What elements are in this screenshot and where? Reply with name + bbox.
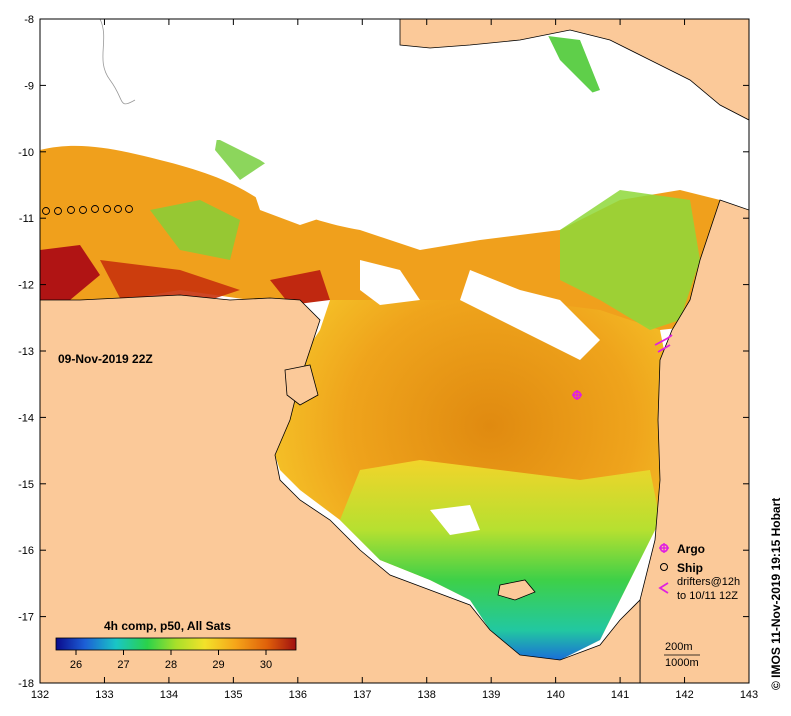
ship-marker	[103, 205, 111, 213]
sst-green-patch-east	[560, 190, 700, 330]
argo-legend-icon	[659, 543, 669, 553]
x-tick-label: 132	[31, 689, 49, 701]
drifter-legend-line2: to 10/11 12Z	[677, 590, 738, 602]
map-content	[40, 19, 749, 683]
colorbar-tick-label: 29	[212, 659, 224, 671]
cloud-central	[360, 260, 420, 305]
land-new-guinea	[399, 19, 749, 121]
sst-hot-west-coast	[100, 260, 240, 300]
ship-marker	[91, 205, 99, 213]
y-axis: -8 -9 -10 -11 -12 -13 -14 -15 -16 -17 -18	[18, 14, 749, 690]
sst-southern-cool	[340, 460, 660, 660]
land-island-south	[497, 579, 536, 601]
y-tick-label: -8	[24, 14, 34, 26]
isobath-200-label: 200m	[665, 641, 693, 653]
colorbar-tick-label: 27	[117, 659, 129, 671]
credit-label: © IMOS 11-Nov-2019 19:15 Hobart	[769, 498, 783, 690]
colorbar-tick-label: 26	[70, 659, 82, 671]
x-tick-label: 142	[675, 689, 693, 701]
land-arnhem	[40, 294, 641, 683]
x-tick-label: 138	[418, 689, 436, 701]
ship-marker	[42, 207, 50, 215]
ship-marker	[54, 207, 62, 215]
y-tick-label: -10	[18, 147, 34, 159]
cloud-south	[430, 505, 480, 535]
ship-marker	[114, 205, 122, 213]
x-tick-label: 143	[740, 689, 758, 701]
sst-hot-islands	[270, 270, 330, 305]
y-tick-label: -9	[24, 80, 34, 92]
drifter-legend-icon	[658, 582, 669, 594]
x-tick-label: 136	[289, 689, 307, 701]
ship-marker	[125, 205, 133, 213]
land-cape-york	[639, 199, 749, 683]
y-tick-label: -13	[18, 346, 34, 358]
ship-marker	[79, 206, 87, 214]
y-tick-label: -12	[18, 280, 34, 292]
drifter-tracks	[654, 334, 673, 353]
x-tick-label: 141	[611, 689, 629, 701]
ship-track	[42, 205, 133, 215]
x-axis: 132 133 134 135 136 137 138 139 140 141 142 143	[31, 19, 758, 701]
x-tick-label: 134	[160, 689, 178, 701]
cloud-north	[40, 19, 749, 240]
colorbar-gradient	[55, 637, 297, 651]
ship-legend-icon	[660, 563, 668, 571]
sst-green-patch-west	[150, 200, 240, 260]
x-tick-label: 137	[353, 689, 371, 701]
ship-legend-label: Ship	[677, 561, 703, 575]
coastline-timor	[99, 19, 136, 105]
land-island-west	[284, 364, 319, 406]
colorbar: 4h comp, p50, All Sats 26 27 28 29 30	[55, 619, 297, 671]
isobath-1000-label: 1000m	[665, 657, 699, 669]
y-tick-label: -11	[19, 213, 34, 225]
cloud-small	[250, 180, 330, 225]
ship-marker	[67, 206, 75, 214]
x-tick-label: 139	[482, 689, 500, 701]
x-tick-label: 135	[224, 689, 242, 701]
colorbar-tick-label: 30	[260, 659, 272, 671]
y-tick-label: -18	[18, 678, 34, 690]
cloud-gulf-north	[460, 270, 600, 360]
colorbar-title: 4h comp, p50, All Sats	[104, 619, 231, 633]
x-tick-label: 133	[95, 689, 113, 701]
y-tick-label: -16	[18, 545, 34, 557]
y-tick-label: -17	[18, 612, 34, 624]
timestamp-label: 09-Nov-2019 22Z	[58, 352, 153, 366]
map-legend: Argo Ship drifters@12h to 10/11 12Z 200m…	[658, 542, 740, 669]
y-tick-label: -15	[18, 479, 34, 491]
y-tick-label: -14	[18, 412, 34, 424]
argo-legend-label: Argo	[677, 542, 705, 556]
drifter-legend-line1: drifters@12h	[677, 576, 740, 588]
colorbar-tick-label: 28	[165, 659, 177, 671]
sst-hot-west	[40, 245, 100, 300]
colorbar-ticks: 26 27 28 29 30	[70, 650, 272, 671]
x-tick-label: 140	[546, 689, 564, 701]
argo-float-marker	[572, 390, 582, 400]
